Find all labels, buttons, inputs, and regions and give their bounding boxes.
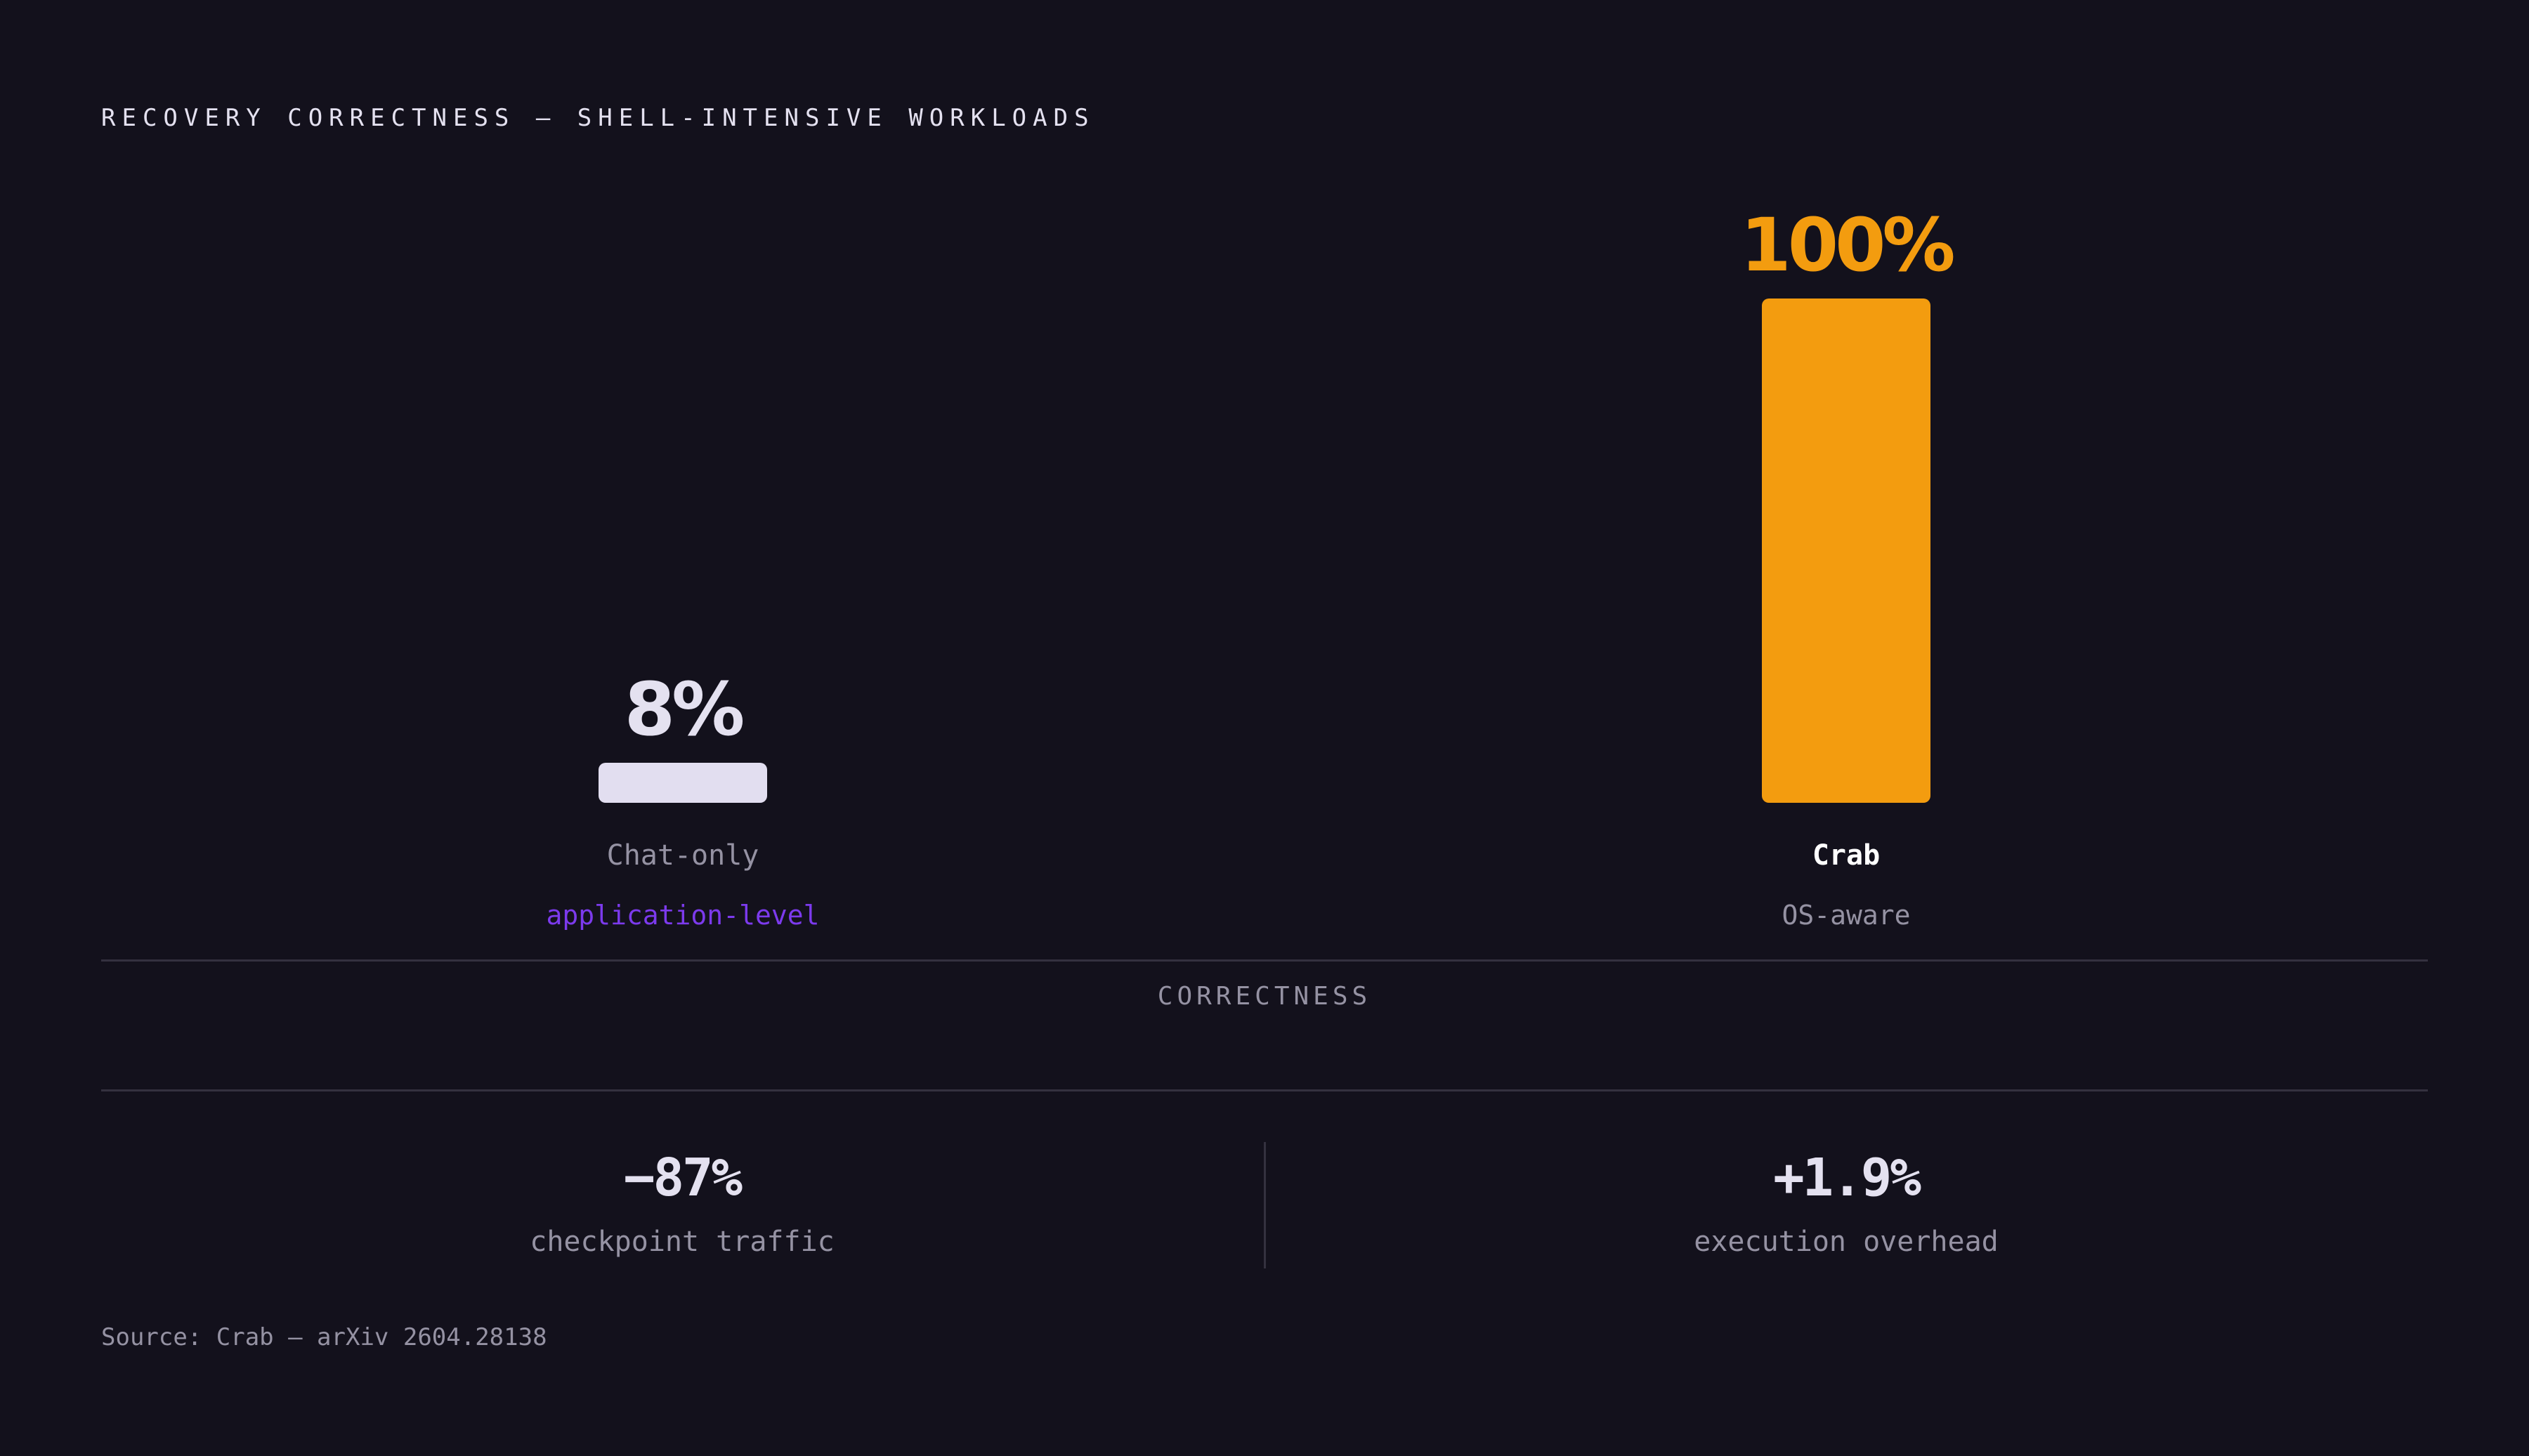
stats-divider-line bbox=[101, 1089, 2428, 1091]
chart-title: RECOVERY CORRECTNESS — SHELL-INTENSIVE W… bbox=[101, 104, 1095, 132]
bar bbox=[1762, 299, 1930, 803]
source-note: Source: Crab — arXiv 2604.28138 bbox=[101, 1323, 547, 1351]
stat-label: checkpoint traffic bbox=[530, 1226, 835, 1258]
stat-value: −87% bbox=[623, 1148, 743, 1208]
bar bbox=[599, 762, 767, 803]
stat-label: execution overhead bbox=[1694, 1226, 1999, 1258]
stat-checkpoint-traffic: −87% checkpoint traffic bbox=[436, 1152, 928, 1256]
bar-value-label: 8% bbox=[624, 666, 745, 752]
x-axis-label: CORRECTNESS bbox=[1157, 982, 1372, 1011]
category-sublabel: application-level bbox=[546, 900, 820, 931]
stat-execution-overhead: +1.9% execution overhead bbox=[1600, 1152, 2092, 1256]
stats-vertical-divider bbox=[1264, 1142, 1266, 1268]
x-axis-line bbox=[101, 959, 2428, 962]
stat-value: +1.9% bbox=[1773, 1148, 1921, 1208]
bar-value-label: 100% bbox=[1740, 202, 1955, 288]
category-label: Chat-only bbox=[606, 839, 759, 872]
category-label: Crab bbox=[1812, 839, 1881, 872]
category-sublabel: OS-aware bbox=[1782, 900, 1911, 931]
